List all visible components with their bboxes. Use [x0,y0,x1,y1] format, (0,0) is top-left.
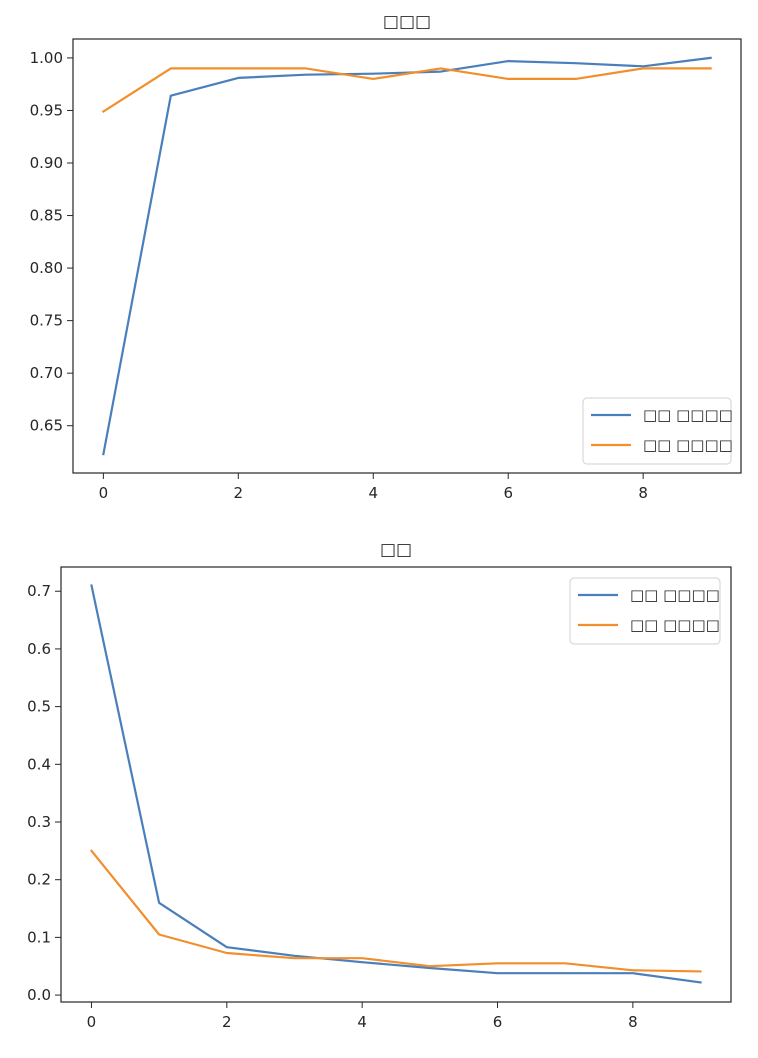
y-tick-label: 0.90 [30,154,63,172]
plot-frame [60,566,732,1003]
x-tick-label: 0 [87,1013,97,1031]
y-tick-label: 0.6 [27,640,51,658]
series-line-2 [89,849,702,973]
y-tick-label: 0.85 [30,207,63,225]
x-tick-label: 6 [503,484,513,502]
y-tick-label: 0.5 [27,698,51,716]
legend-label-2: □□ □□□□ [643,436,733,454]
x-tick-label: 6 [493,1013,503,1031]
y-tick-label: 0.2 [27,871,51,889]
y-tick-label: 0.80 [30,259,63,277]
legend: □□ □□□□ □□ □□□□ [582,397,733,465]
legend: □□ □□□□ □□ □□□□ [569,577,721,645]
y-tick-label: 0.95 [30,101,63,119]
y-tick-label: 0.70 [30,364,63,382]
chart-panel-1: □□□ 0 2 4 6 8 0.65 0.70 0.75 0.80 0.85 0.90 0.95 1.00… [30,12,742,502]
series-line-2 [101,67,712,114]
y-tick-label: 0.75 [30,312,63,330]
series-line-1 [90,584,702,984]
x-tick-label: 2 [222,1013,232,1031]
series-line-1 [102,56,712,456]
x-tick-label: 0 [99,484,109,502]
y-tick-label: 0.7 [27,582,51,600]
plot-frame [72,38,742,474]
legend-label-2: □□ □□□□ [630,616,720,634]
x-tick-label: 2 [234,484,244,502]
x-tick-label: 4 [357,1013,367,1031]
y-tick-label: 0.1 [27,928,51,946]
y-tick-label: 0.4 [27,755,51,773]
y-tick-label: 0.0 [27,986,51,1004]
chart-title: □□□ [383,12,431,32]
y-tick-label: 0.3 [27,813,51,831]
chart-panel-2: □□0 2 4 6 80.00.10.20.30.40.50.60.7 □□ □□□□□□… [27,540,732,1031]
chart-title: □□ [380,540,412,560]
x-tick-label: 8 [638,484,648,502]
legend-label-1: □□ □□□□ [643,406,733,424]
x-tick-label: 4 [368,484,378,502]
y-tick-label: 0.65 [30,417,63,435]
y-tick-label: 1.00 [30,49,63,67]
legend-label-1: □□ □□□□ [630,586,720,604]
x-tick-label: 8 [628,1013,638,1031]
